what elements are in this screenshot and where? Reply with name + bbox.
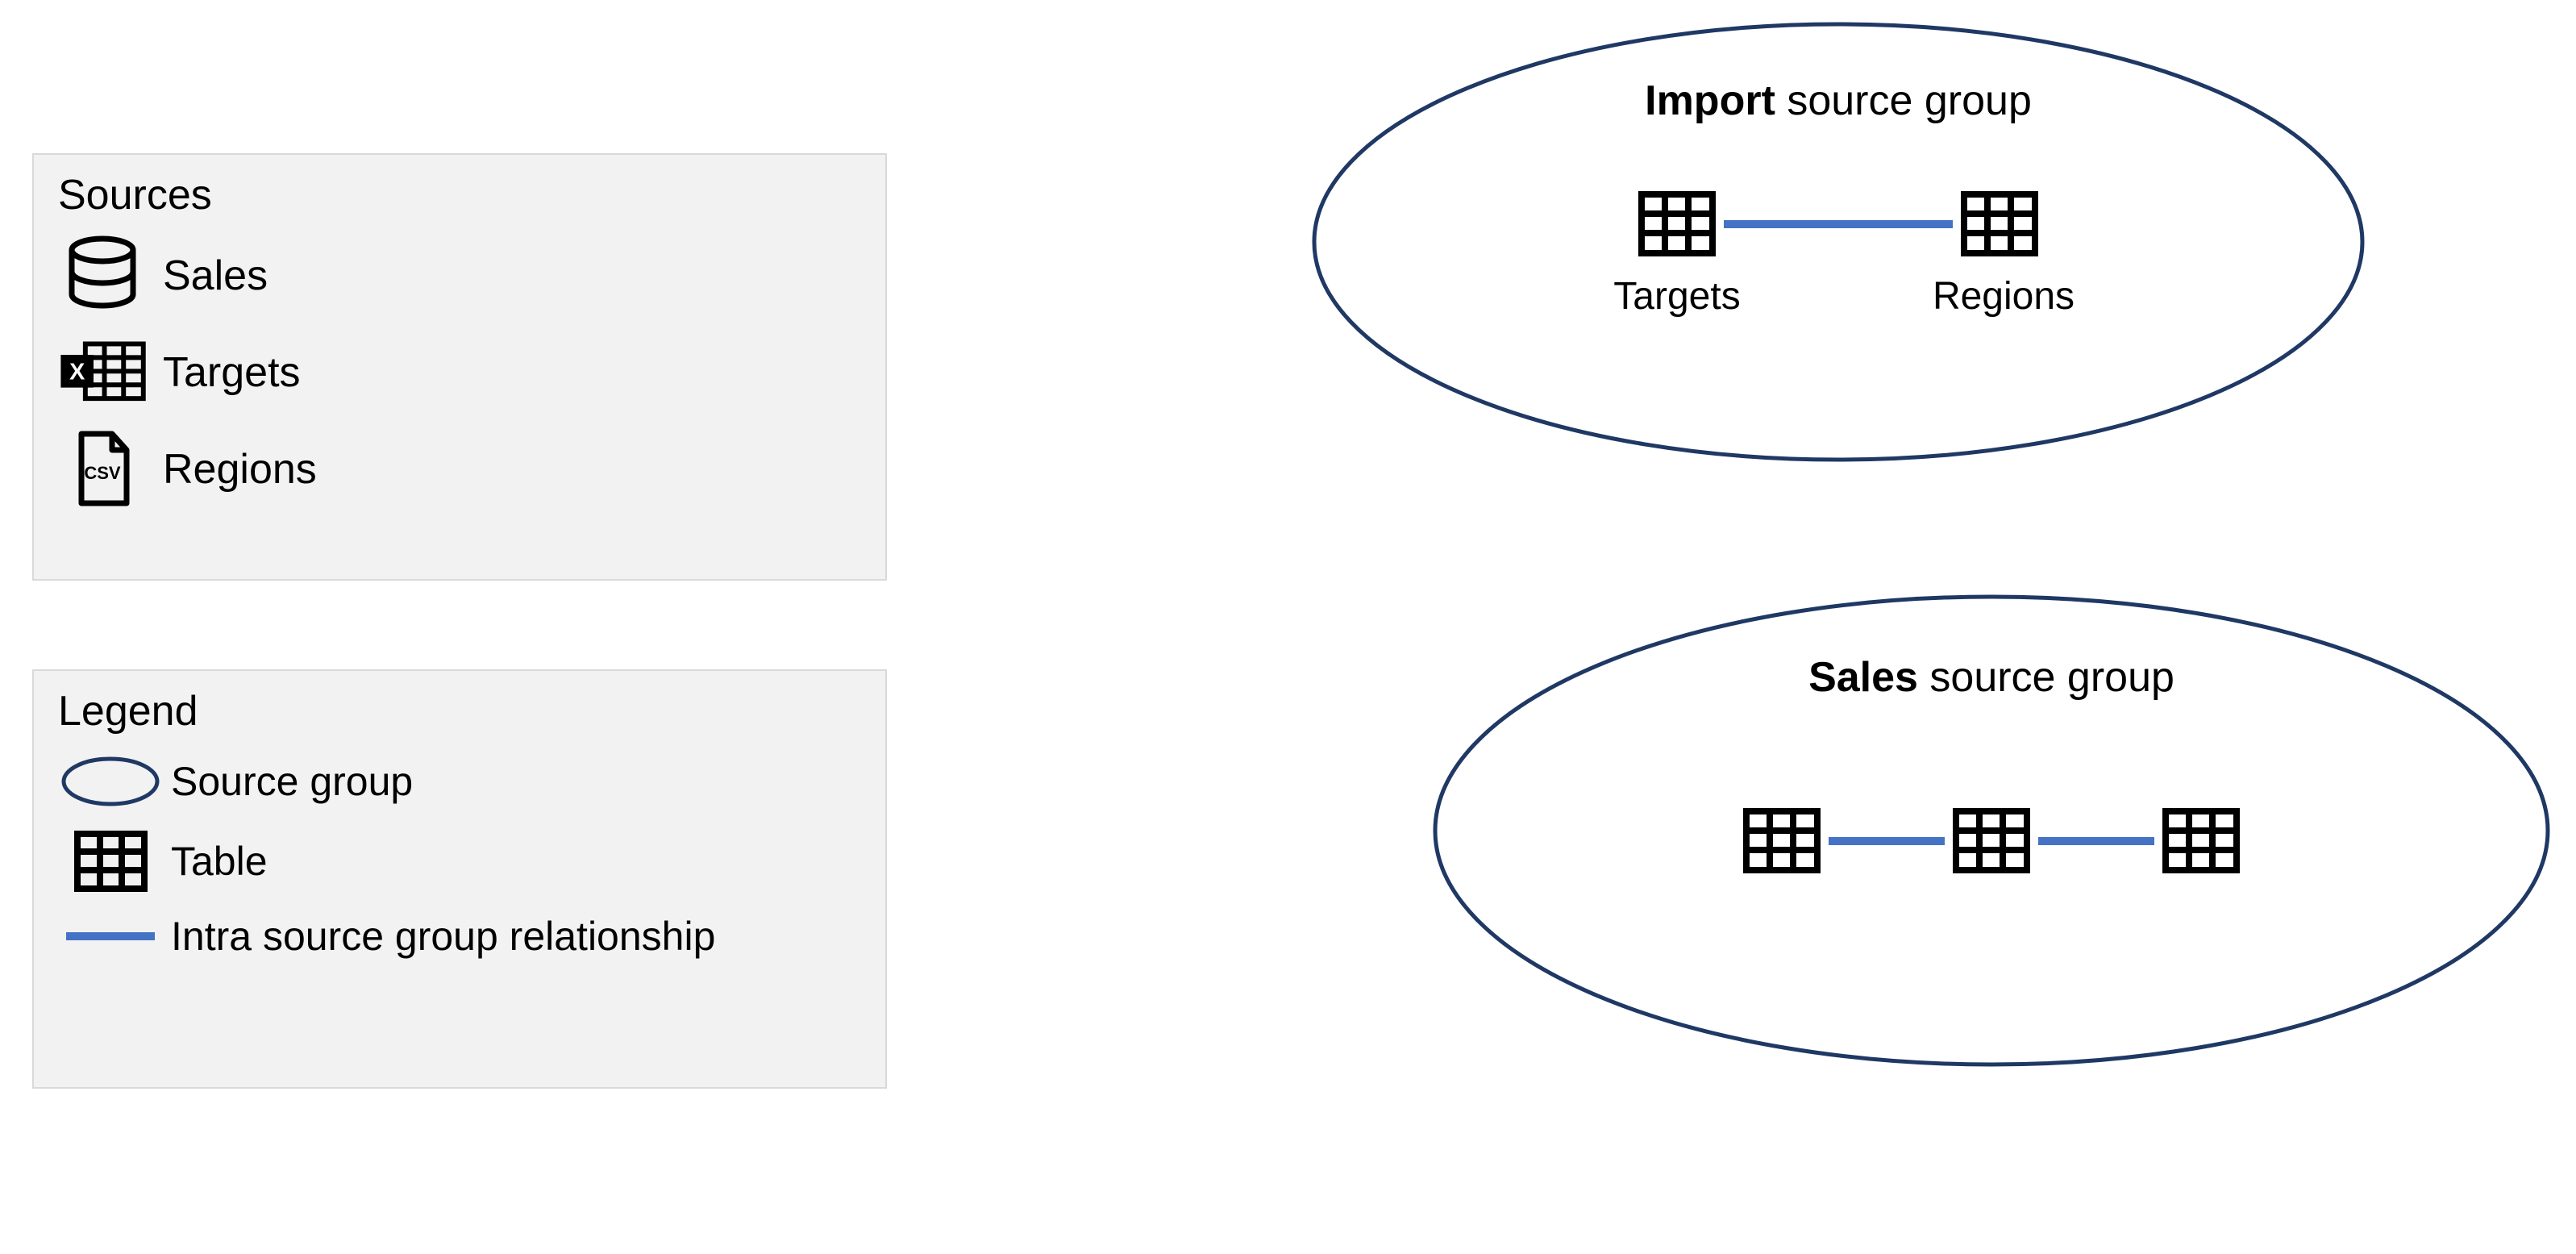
diagram-canvas: Sources Sales bbox=[0, 0, 2576, 1254]
sales-source-group: Sales source group bbox=[0, 0, 2576, 1254]
sales-table-2 bbox=[1951, 806, 2032, 875]
sales-group-title: Sales source group bbox=[1435, 653, 2548, 702]
sales-title-bold: Sales bbox=[1808, 654, 1918, 701]
sales-table-3 bbox=[2161, 806, 2241, 875]
sales-title-rest: source group bbox=[1918, 654, 2174, 701]
sales-table-1 bbox=[1742, 806, 1822, 875]
